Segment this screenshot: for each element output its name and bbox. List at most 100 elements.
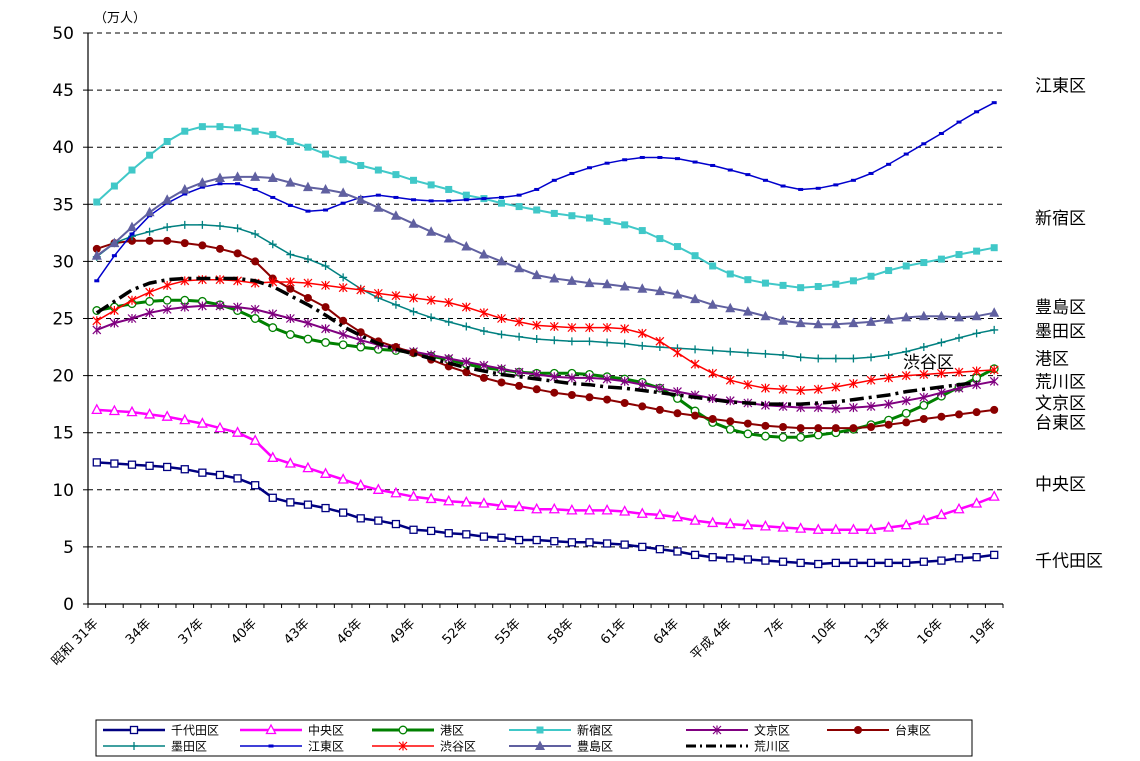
data-point-中央区 — [355, 478, 367, 490]
x-tick-label: 46年 — [334, 616, 365, 647]
data-point-渋谷区 — [92, 316, 102, 326]
data-point-墨田区 — [215, 221, 224, 230]
data-point-渋谷区 — [602, 323, 612, 333]
data-point-文京区 — [180, 302, 190, 312]
data-point-豊島区 — [426, 226, 437, 236]
data-point-江東区 — [252, 187, 258, 191]
series-label-中央区: 中央区 — [1035, 475, 1086, 495]
y-tick-labels: 0 5 10 15 20 25 30 35 40 45 50 — [52, 24, 74, 615]
data-point-墨田区 — [849, 354, 858, 363]
data-point-豊島区 — [866, 316, 877, 326]
data-point-墨田区 — [163, 223, 172, 232]
data-point-千代田区 — [497, 533, 506, 542]
data-point-渋谷区 — [849, 379, 858, 389]
data-point-墨田区 — [761, 349, 770, 358]
data-point-豊島区 — [443, 233, 454, 243]
data-point-墨田区 — [515, 332, 524, 341]
data-point-江東区 — [974, 110, 980, 114]
data-point-墨田区 — [955, 333, 964, 342]
data-point-渋谷区 — [954, 367, 964, 377]
data-point-墨田区 — [814, 354, 823, 363]
data-point-墨田区 — [708, 346, 717, 355]
data-point-新宿区 — [251, 127, 259, 135]
data-point-江東区 — [375, 193, 381, 197]
data-point-台東区 — [515, 381, 524, 390]
data-point-中央区 — [830, 523, 842, 534]
data-point-新宿区 — [374, 166, 382, 174]
legend-item-中央区: 中央区 — [240, 723, 344, 738]
data-point-千代田区 — [937, 556, 946, 565]
data-point-新宿区 — [110, 182, 118, 190]
data-point-墨田区 — [303, 255, 312, 264]
data-point-台東区 — [321, 303, 330, 312]
data-point-千代田区 — [849, 558, 858, 568]
data-point-墨田区 — [409, 307, 418, 316]
data-point-台東区 — [779, 422, 788, 431]
legend-marker-千代田区 — [129, 725, 139, 735]
data-point-中央区 — [513, 500, 525, 512]
data-point-中央区 — [319, 467, 332, 478]
data-point-豊島区 — [373, 202, 384, 212]
data-point-中央区 — [302, 461, 314, 473]
legend-marker-渋谷区 — [398, 741, 408, 751]
data-point-文京区 — [585, 373, 594, 383]
data-point-千代田区 — [215, 470, 225, 480]
data-point-豊島区 — [179, 183, 190, 194]
data-point-渋谷区 — [743, 380, 753, 390]
data-point-豊島区 — [302, 181, 313, 192]
data-point-新宿区 — [973, 247, 981, 255]
data-point-江東区 — [111, 254, 117, 258]
data-point-豊島区 — [760, 310, 771, 321]
series-千代田区 — [92, 458, 999, 569]
data-point-台東区 — [867, 422, 876, 431]
data-point-江東区 — [745, 173, 751, 177]
data-point-千代田区 — [796, 558, 805, 568]
data-point-豊島区 — [742, 306, 753, 316]
data-point-中央区 — [812, 523, 824, 534]
data-point-豊島区 — [144, 206, 155, 217]
x-tick-label: 58年 — [545, 616, 576, 647]
data-point-新宿区 — [814, 283, 822, 291]
data-point-江東区 — [710, 163, 716, 167]
data-point-文京区 — [497, 364, 506, 374]
data-point-千代田区 — [92, 458, 101, 467]
data-point-中央区 — [214, 421, 226, 433]
data-point-渋谷区 — [373, 288, 383, 298]
legend-marker-中央区 — [265, 723, 277, 735]
series-label-豊島区: 豊島区 — [1035, 298, 1086, 318]
data-point-渋谷区 — [989, 365, 999, 375]
legend-item-江東区: 江東区 — [240, 740, 344, 754]
data-point-中央区 — [91, 403, 103, 415]
data-point-中央区 — [742, 518, 754, 530]
data-point-台東区 — [972, 408, 981, 417]
data-point-中央区 — [619, 505, 631, 516]
data-point-港区 — [725, 424, 735, 434]
data-point-台東区 — [831, 424, 840, 433]
data-point-墨田区 — [497, 330, 506, 339]
data-point-中央区 — [883, 521, 895, 532]
series-label-台東区: 台東区 — [1035, 413, 1086, 433]
data-point-文京区 — [866, 401, 876, 411]
x-tick-label: 37年 — [176, 616, 207, 647]
data-point-豊島区 — [989, 307, 1000, 317]
data-point-豊島区 — [232, 171, 243, 181]
data-point-江東区 — [639, 155, 645, 159]
data-point-豊島区 — [390, 210, 401, 220]
data-point-台東区 — [691, 411, 700, 420]
data-point-中央区 — [918, 514, 930, 525]
data-point-台東区 — [638, 402, 647, 411]
data-point-文京区 — [637, 380, 647, 390]
series-line-新宿区 — [96, 125, 995, 289]
data-point-豊島区 — [91, 250, 102, 260]
data-point-台東区 — [919, 414, 928, 423]
x-tick-label: 49年 — [387, 616, 418, 647]
y-tick-label: 50 — [52, 24, 74, 44]
data-point-千代田区 — [884, 558, 893, 568]
legend-item-墨田区: 墨田区 — [103, 740, 207, 754]
data-point-墨田区 — [567, 337, 576, 346]
data-point-文京区 — [725, 396, 735, 406]
data-point-千代田区 — [620, 540, 629, 549]
data-point-豊島区 — [901, 311, 912, 322]
data-point-江東区 — [850, 178, 856, 182]
data-point-台東区 — [761, 421, 770, 430]
